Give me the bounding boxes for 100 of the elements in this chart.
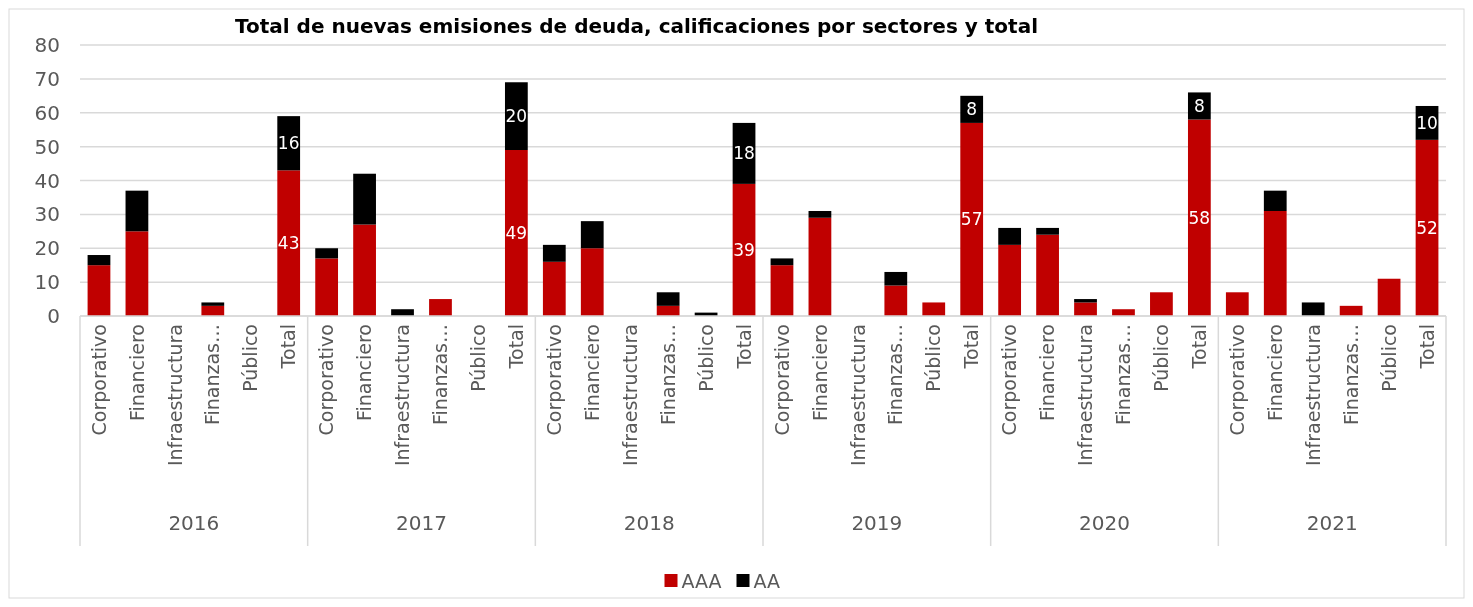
- bar: [542, 261, 566, 316]
- bar: [125, 190, 149, 232]
- data-label: 58: [1188, 207, 1211, 228]
- bar: [1263, 190, 1287, 211]
- x-tick-label: Público: [467, 324, 490, 392]
- bar: [580, 221, 604, 249]
- bar: [1415, 139, 1439, 316]
- bar: [1187, 119, 1211, 316]
- x-tick-label: Finanzas…: [1112, 324, 1135, 426]
- bar: [1263, 210, 1287, 316]
- bar: [1074, 299, 1097, 303]
- x-tick-label: Finanzas…: [884, 324, 907, 426]
- x-tick-label: Corporativo: [315, 324, 338, 436]
- bar: [732, 183, 756, 316]
- text: 2018: [623, 511, 675, 535]
- y-tick-label: 80: [34, 33, 60, 57]
- data-label: 20: [505, 106, 528, 127]
- bar: [922, 302, 946, 316]
- bar: [353, 224, 376, 316]
- bar: [998, 227, 1022, 245]
- y-tick-label: 30: [34, 202, 60, 227]
- bar: [277, 116, 301, 171]
- legend-label: AAA: [681, 569, 722, 592]
- bar: [998, 244, 1022, 316]
- data-label: 8: [1193, 95, 1205, 116]
- data-label: 39: [733, 239, 755, 260]
- bar: [1225, 292, 1249, 316]
- bar: [201, 305, 225, 316]
- bar: [353, 173, 376, 225]
- bar: [201, 302, 225, 306]
- bar: [656, 305, 680, 316]
- x-tick-label: Financiero: [1263, 324, 1286, 421]
- x-tick-label: Infraestructura: [618, 324, 641, 467]
- x-tick-label: Corporativo: [770, 324, 793, 436]
- bar: [277, 170, 301, 316]
- bar: [1187, 92, 1211, 120]
- bar: [429, 299, 452, 316]
- x-tick-label: Financiero: [808, 324, 831, 421]
- bar: [808, 210, 832, 218]
- data-label: 43: [277, 233, 300, 254]
- bar: [1377, 278, 1401, 316]
- x-tick-label: Infraestructura: [391, 324, 414, 467]
- x-tick-label: Corporativo: [87, 324, 110, 436]
- data-label: 8: [966, 99, 978, 120]
- x-tick-label: Total: [960, 324, 983, 370]
- text: 2017: [396, 511, 447, 535]
- bar: [87, 255, 111, 266]
- bar: [1036, 227, 1059, 235]
- x-tick-label: Público: [922, 324, 945, 392]
- bar: [504, 150, 528, 316]
- x-tick-label: Finanzas…: [1339, 324, 1362, 426]
- y-tick-label: 40: [34, 168, 60, 193]
- text: 2020: [1079, 511, 1130, 535]
- x-tick-label: Finanzas…: [656, 324, 679, 426]
- x-tick-label: Corporativo: [998, 324, 1021, 436]
- x-tick-label: Público: [239, 324, 262, 392]
- x-tick-label: Infraestructura: [1074, 324, 1097, 467]
- x-tick-label: Financiero: [1036, 324, 1059, 421]
- x-tick-label: Financiero: [125, 324, 148, 421]
- x-tick-label: Infraestructura: [163, 324, 186, 467]
- bar: [125, 231, 149, 316]
- x-tick-label: Público: [1377, 324, 1400, 392]
- y-tick-label: 70: [34, 66, 60, 91]
- x-tick-label: Financiero: [353, 324, 376, 421]
- data-label: 57: [960, 209, 983, 230]
- x-tick-label: Financiero: [580, 324, 603, 421]
- bar: [960, 122, 984, 316]
- bar: [1301, 302, 1325, 316]
- y-tick-label: 60: [34, 100, 60, 125]
- bar: [1339, 305, 1363, 316]
- text: 2021: [1306, 511, 1358, 535]
- x-tick-label: Corporativo: [1225, 324, 1248, 436]
- bar: [87, 265, 111, 316]
- y-tick-label: 20: [34, 236, 60, 261]
- data-label: 49: [505, 222, 528, 243]
- text: 2019: [851, 511, 903, 535]
- data-label: 16: [277, 133, 300, 154]
- chart-title: Total de nuevas emisiones de deuda, calificaciones por sectores y total: [234, 14, 1039, 38]
- x-tick-label: Total: [732, 324, 755, 370]
- bar: [884, 285, 908, 316]
- bar: [770, 265, 794, 316]
- bar: [1112, 309, 1135, 316]
- data-label: 18: [733, 143, 755, 164]
- bar: [580, 248, 604, 316]
- bar: [884, 271, 908, 286]
- bar: [1150, 292, 1173, 316]
- bar: [315, 248, 339, 259]
- x-tick-label: Finanzas…: [201, 324, 224, 426]
- bar: [504, 82, 528, 151]
- text: 2016: [168, 511, 220, 535]
- y-tick-label: 50: [34, 134, 60, 159]
- data-label: 52: [1416, 217, 1438, 238]
- bar: [315, 258, 339, 316]
- data-label: 10: [1416, 112, 1438, 133]
- bar: [391, 309, 414, 316]
- x-tick-label: Corporativo: [542, 324, 565, 436]
- y-tick-label: 0: [47, 304, 60, 328]
- bar: [808, 217, 832, 316]
- x-tick-label: Público: [1150, 324, 1173, 392]
- x-tick-label: Total: [1415, 324, 1438, 370]
